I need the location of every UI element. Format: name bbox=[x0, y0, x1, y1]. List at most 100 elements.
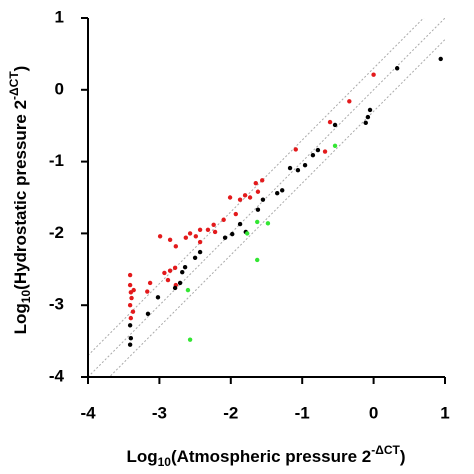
point bbox=[265, 221, 271, 226]
x-tick-label: -3 bbox=[152, 403, 167, 422]
point bbox=[367, 107, 373, 113]
point bbox=[347, 99, 352, 104]
point bbox=[293, 147, 298, 152]
point bbox=[172, 265, 178, 271]
point bbox=[255, 257, 260, 263]
point bbox=[127, 272, 133, 278]
point bbox=[322, 149, 328, 154]
y-axis-label-part: 10 bbox=[19, 290, 33, 304]
x-tick-label: -1 bbox=[295, 403, 310, 422]
x-tick-label: 1 bbox=[440, 403, 449, 422]
x-axis-label-part: 10 bbox=[158, 455, 172, 469]
point bbox=[260, 197, 266, 202]
point bbox=[197, 227, 203, 233]
point bbox=[155, 295, 161, 300]
point bbox=[197, 239, 203, 245]
point bbox=[180, 269, 185, 275]
reference-line bbox=[88, 18, 425, 356]
point bbox=[227, 195, 233, 200]
point bbox=[157, 234, 163, 239]
point bbox=[128, 336, 134, 341]
point bbox=[255, 219, 260, 225]
point bbox=[275, 190, 280, 196]
y-axis-label: Log10(Hydrostatic pressure 2-ΔCT) bbox=[7, 66, 33, 335]
point bbox=[130, 309, 136, 314]
y-tick-label: 0 bbox=[55, 79, 64, 98]
point bbox=[253, 180, 258, 186]
point bbox=[177, 280, 183, 286]
point bbox=[197, 249, 203, 255]
y-tick-label: -1 bbox=[49, 151, 64, 170]
y-tick-label: 1 bbox=[55, 7, 64, 26]
point bbox=[438, 56, 443, 62]
point bbox=[129, 295, 134, 301]
point bbox=[237, 197, 243, 202]
x-axis-label: Log10(Atmospheric pressure 2-ΔCT) bbox=[126, 443, 405, 469]
x-tick-label: -4 bbox=[80, 403, 96, 422]
point bbox=[187, 337, 193, 342]
point bbox=[187, 231, 193, 236]
x-tick-label: 0 bbox=[369, 403, 378, 422]
point bbox=[167, 237, 173, 243]
point bbox=[365, 114, 371, 120]
point bbox=[211, 222, 216, 227]
point bbox=[233, 211, 238, 217]
point bbox=[192, 255, 198, 261]
point bbox=[221, 217, 226, 222]
point bbox=[237, 221, 243, 227]
point bbox=[295, 168, 301, 173]
point bbox=[127, 282, 133, 288]
point bbox=[287, 165, 293, 171]
x-tick-label: -2 bbox=[223, 403, 238, 422]
y-tick-label: -2 bbox=[49, 223, 64, 242]
point bbox=[193, 234, 199, 239]
point bbox=[222, 235, 228, 240]
point bbox=[127, 303, 133, 308]
x-axis-label-part: Log bbox=[126, 447, 157, 466]
point bbox=[255, 207, 261, 212]
point bbox=[145, 311, 151, 317]
point bbox=[332, 143, 338, 149]
point bbox=[260, 178, 265, 183]
point bbox=[147, 280, 153, 286]
point bbox=[247, 195, 253, 200]
point bbox=[230, 231, 235, 237]
point bbox=[127, 323, 133, 328]
point bbox=[127, 342, 133, 347]
point bbox=[183, 235, 189, 240]
point bbox=[245, 231, 250, 236]
point bbox=[173, 244, 179, 249]
y-axis-label-part: (Hydrostatic pressure 2 bbox=[11, 100, 30, 290]
point bbox=[327, 119, 333, 125]
point bbox=[165, 277, 171, 283]
point bbox=[145, 289, 150, 294]
point bbox=[315, 147, 321, 153]
point bbox=[332, 122, 338, 128]
point bbox=[394, 66, 400, 71]
point bbox=[131, 287, 136, 293]
point bbox=[280, 188, 285, 193]
reference-line bbox=[108, 39, 445, 377]
point bbox=[128, 315, 134, 321]
point bbox=[182, 264, 188, 270]
point bbox=[371, 72, 376, 77]
reference-line bbox=[88, 18, 445, 377]
point bbox=[185, 287, 191, 293]
point bbox=[212, 229, 218, 235]
y-tick-label: -4 bbox=[49, 366, 65, 385]
y-tick-label: -3 bbox=[49, 295, 64, 314]
point bbox=[363, 120, 368, 126]
point bbox=[205, 227, 211, 233]
point bbox=[172, 285, 178, 291]
y-axis-label-part: ) bbox=[11, 66, 30, 72]
x-axis-label-part: -ΔCT bbox=[371, 443, 400, 457]
x-axis-label-part: (Atmospheric pressure 2 bbox=[171, 447, 371, 466]
y-axis-label-part: Log bbox=[11, 303, 30, 334]
x-axis-label-part: ) bbox=[400, 447, 406, 466]
point bbox=[242, 193, 248, 198]
point bbox=[167, 268, 173, 273]
point bbox=[162, 270, 167, 276]
reference-lines bbox=[88, 18, 445, 377]
point bbox=[310, 152, 316, 158]
